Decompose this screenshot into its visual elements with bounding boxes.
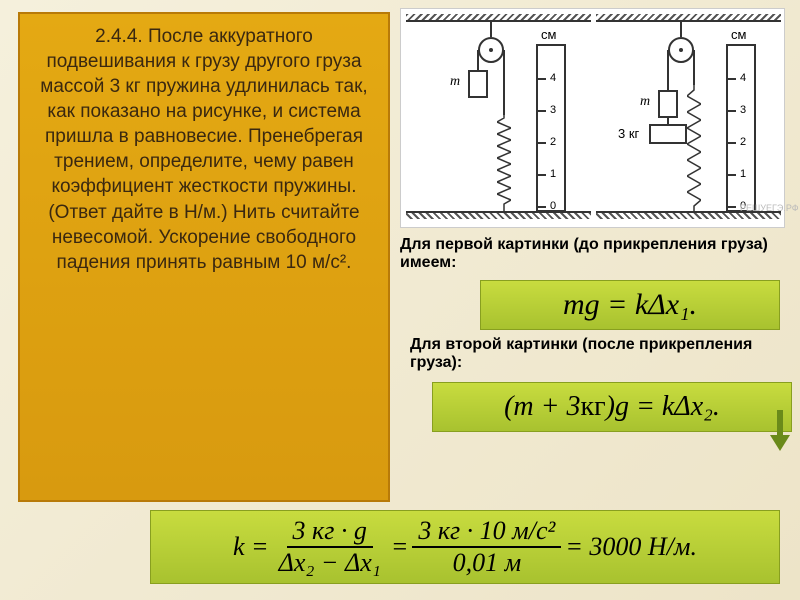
- problem-text: 2.4.4. После аккуратного подвешивания к …: [40, 26, 367, 273]
- formula-3-result: = 3000 Н/м.: [565, 532, 697, 562]
- frac2-num: 3 кг · 10 м/с²: [412, 516, 561, 548]
- string-left: [667, 50, 669, 90]
- ruler-tick-3: 3: [740, 104, 746, 116]
- formula-2: (m + 3 кг)g = kΔx₂.: [432, 382, 792, 432]
- pulley-icon: [668, 37, 694, 63]
- floor-hatch: [406, 211, 591, 219]
- ruler: 0 1 2 3 4: [726, 44, 756, 212]
- ruler-unit-label: см: [541, 27, 556, 42]
- formula-2-left: (m + 3: [504, 391, 580, 423]
- frac1-num: 3 кг · g: [287, 516, 373, 548]
- formula-2-right: )g = kΔx₂.: [606, 391, 720, 423]
- arrow-down-icon: [770, 435, 790, 451]
- ruler-tick-1: 1: [550, 168, 556, 180]
- formula-3-k: k =: [233, 532, 269, 562]
- ceiling-hatch: [406, 14, 591, 22]
- ruler-tick-3: 3: [550, 104, 556, 116]
- ruler-unit-label: см: [731, 27, 746, 42]
- mass-m-label: m: [450, 74, 460, 90]
- ceiling-hatch: [596, 14, 781, 22]
- formula-1: mg = kΔx₁.: [480, 280, 780, 330]
- diagram-container: m см 0 1 2 3 4 3 кг m: [400, 8, 785, 228]
- string-left: [477, 50, 479, 70]
- fraction-2: 3 кг · 10 м/с² 0,01 м: [412, 516, 561, 578]
- ruler: 0 1 2 3 4: [536, 44, 566, 212]
- spring-icon: [497, 114, 511, 212]
- ruler-tick-2: 2: [740, 136, 746, 148]
- string-right: [693, 50, 695, 85]
- ruler-tick-1: 1: [740, 168, 746, 180]
- mass-m-label: m: [640, 94, 650, 110]
- arrow-line: [777, 410, 783, 438]
- formula-3-eq1: =: [391, 532, 409, 562]
- frac1-den: Δx₂ − Δx₁: [273, 548, 387, 578]
- formula-3: k = 3 кг · g Δx₂ − Δx₁ = 3 кг · 10 м/с² …: [150, 510, 780, 584]
- frac2-den: 0,01 м: [447, 548, 528, 578]
- formula-2-unit: кг: [581, 391, 606, 423]
- ruler-tick-2: 2: [550, 136, 556, 148]
- ruler-tick-0: 0: [550, 200, 556, 212]
- explanation-1: Для первой картинки (до прикрепления гру…: [400, 236, 780, 272]
- fraction-1: 3 кг · g Δx₂ − Δx₁: [273, 516, 387, 578]
- diagram-after: 3 кг m см 0 1 2 3 4: [596, 14, 781, 219]
- pulley-hanger: [490, 22, 492, 37]
- mass-3kg-box: [649, 124, 687, 144]
- formula-1-text: mg = kΔx₁.: [563, 288, 697, 322]
- explanation-2: Для второй картинки (после прикрепления …: [410, 336, 790, 372]
- ruler-tick-4: 4: [740, 72, 746, 84]
- ruler-tick-4: 4: [550, 72, 556, 84]
- pulley-icon: [478, 37, 504, 63]
- problem-statement: 2.4.4. После аккуратного подвешивания к …: [18, 12, 390, 502]
- spring-icon: [687, 84, 701, 212]
- mass-m-box: [468, 70, 488, 98]
- diagram-before: m см 0 1 2 3 4: [406, 14, 591, 219]
- mass-3kg-label: 3 кг: [618, 126, 639, 141]
- watermark: РЕШУЕГЭ.РФ: [740, 203, 799, 213]
- string-right: [503, 50, 505, 115]
- mass-m-box: [658, 90, 678, 118]
- pulley-hanger: [680, 22, 682, 37]
